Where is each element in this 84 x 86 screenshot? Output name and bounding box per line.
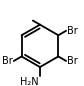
Text: Br: Br (2, 56, 13, 66)
Text: H₂N: H₂N (20, 77, 39, 86)
Text: Br: Br (67, 26, 78, 36)
Text: Br: Br (67, 56, 78, 66)
